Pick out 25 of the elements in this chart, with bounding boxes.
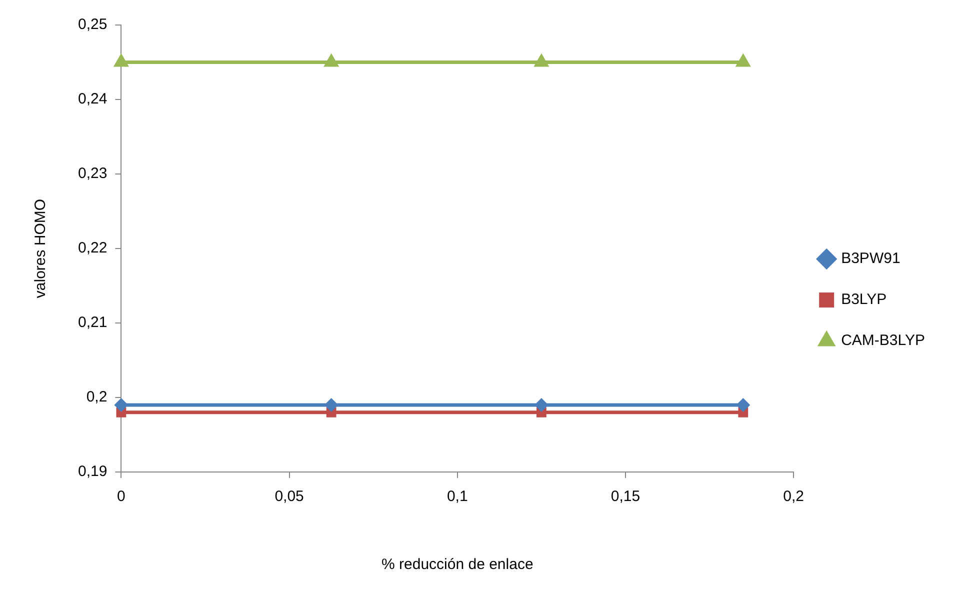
x-axis-title: % reducción de enlace xyxy=(382,556,534,574)
legend-label: B3LYP xyxy=(841,291,887,308)
y-tick-label: 0,22 xyxy=(78,240,108,257)
y-tick-label: 0,24 xyxy=(78,90,108,108)
y-axis-title: valores HOMO xyxy=(32,198,50,298)
y-tick-label: 0,2 xyxy=(86,388,108,406)
x-tick-label: 0,15 xyxy=(610,488,640,506)
point xyxy=(324,53,340,67)
legend-label: B3PW91 xyxy=(841,250,900,268)
x-tick-label: 0,05 xyxy=(274,488,304,506)
x-tick-label: 0,2 xyxy=(783,488,804,506)
point xyxy=(324,398,338,412)
point xyxy=(113,53,129,67)
x-tick-label: 0,1 xyxy=(446,488,468,506)
point xyxy=(735,53,751,67)
y-tick-label: 0,25 xyxy=(78,16,108,34)
point xyxy=(114,398,128,412)
point xyxy=(736,398,750,412)
x-tick-label: 0 xyxy=(117,488,126,506)
y-tick-label: 0,23 xyxy=(78,165,108,182)
y-tick-label: 0,21 xyxy=(78,314,108,332)
legend-label: CAM-B3LYP xyxy=(841,332,926,350)
point xyxy=(534,398,548,412)
y-tick-label: 0,19 xyxy=(78,463,108,480)
point xyxy=(534,53,550,67)
